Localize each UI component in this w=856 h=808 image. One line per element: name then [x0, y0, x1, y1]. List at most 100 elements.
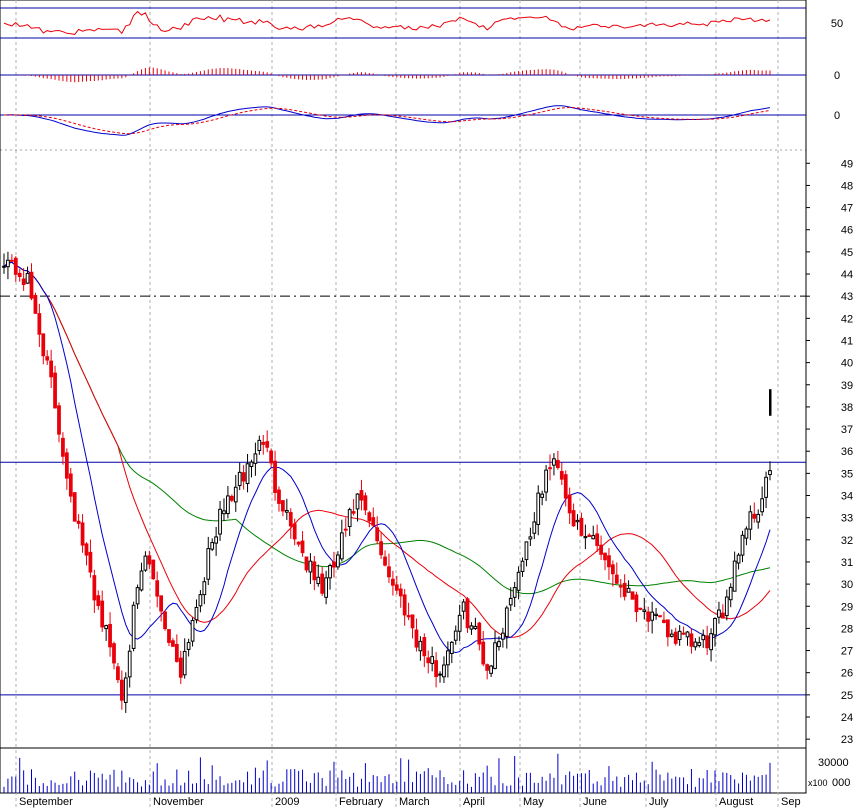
candle-body	[438, 673, 442, 676]
candle-body	[174, 643, 179, 662]
candle-body	[548, 467, 552, 470]
candle-body	[489, 665, 493, 674]
candle-body	[665, 619, 670, 638]
month-label: July	[649, 796, 669, 808]
candle-body	[740, 534, 745, 556]
candle-body	[100, 600, 105, 628]
candle-body	[709, 633, 713, 651]
candle-body	[123, 677, 128, 703]
candle-body	[713, 618, 717, 636]
candle-body	[288, 512, 293, 527]
candle-body	[418, 640, 423, 652]
candle-body	[21, 278, 26, 286]
candle-body	[336, 554, 340, 568]
candle-body	[760, 498, 765, 513]
month-label: August	[719, 796, 753, 808]
candle-body	[567, 494, 572, 514]
plot-frame	[0, 0, 807, 794]
candle-body	[662, 619, 666, 624]
candle-body	[504, 607, 509, 637]
month-label: February	[339, 796, 384, 808]
price-tick-label: 42	[841, 313, 853, 325]
candle-body	[689, 633, 694, 647]
candle-body	[701, 634, 706, 641]
price-tick-label: 47	[841, 203, 853, 215]
candle-body	[748, 511, 753, 530]
candle-body	[163, 611, 167, 630]
candle-body	[614, 574, 619, 584]
candle-body	[752, 513, 757, 519]
candle-body	[139, 570, 144, 591]
candle-body	[497, 641, 501, 648]
candle-body	[449, 641, 454, 654]
candle-body	[481, 641, 486, 665]
candle-body	[151, 559, 156, 580]
candle-body	[473, 625, 478, 629]
candle-body	[587, 534, 592, 538]
candle-body	[76, 520, 81, 524]
candle-body	[222, 510, 226, 515]
candle-body	[328, 564, 332, 579]
candle-body	[658, 615, 662, 618]
candle-body	[84, 543, 89, 556]
candle-body	[493, 642, 497, 669]
candle-body	[269, 450, 273, 464]
price-tick-label: 34	[841, 491, 853, 503]
candle-body	[159, 595, 164, 612]
candle-body	[383, 556, 387, 566]
candle-body	[245, 463, 250, 485]
price-tick-label: 30	[841, 579, 853, 591]
candle-body	[53, 372, 57, 409]
candle-body	[516, 571, 521, 591]
candle-body	[469, 625, 474, 630]
price-tick-label: 43	[841, 291, 853, 303]
candle-body	[728, 586, 733, 601]
price-tick-label: 48	[841, 180, 853, 192]
candle-body	[92, 575, 97, 601]
candle-body	[343, 528, 348, 531]
macd-zero-label: 0	[834, 110, 840, 122]
candle-body	[226, 495, 230, 515]
candle-body	[536, 492, 541, 525]
candle-body	[308, 560, 313, 573]
candle-body	[508, 597, 513, 606]
candle-body	[300, 540, 305, 554]
candle-body	[249, 461, 254, 468]
price-tick-label: 29	[841, 601, 853, 613]
candle-body	[599, 544, 603, 555]
rsi-panel: 50	[0, 7, 843, 39]
candle-body	[261, 441, 266, 445]
candle-body	[402, 594, 407, 616]
candle-body	[717, 609, 721, 618]
price-tick-label: 46	[841, 225, 853, 237]
candle-body	[654, 613, 658, 616]
candle-body	[375, 527, 380, 542]
candle-body	[552, 458, 556, 466]
price-tick-label: 26	[841, 668, 853, 680]
candle-body	[237, 471, 242, 487]
month-label: April	[463, 796, 485, 808]
candle-body	[316, 576, 321, 585]
candle-body	[434, 660, 438, 677]
month-label: May	[523, 796, 544, 808]
candle-body	[6, 259, 10, 268]
candle-body	[563, 474, 568, 499]
candle-body	[630, 591, 635, 600]
candle-body	[68, 473, 73, 497]
candle-body	[359, 490, 364, 501]
candle-body	[736, 554, 741, 564]
candle-body	[673, 631, 678, 644]
candle-body	[768, 470, 772, 476]
candle-body	[744, 528, 749, 539]
price-tick-label: 40	[841, 358, 853, 370]
candle-body	[610, 564, 615, 575]
candle-body	[591, 535, 596, 540]
candle-body	[320, 573, 325, 594]
candle-body	[583, 536, 588, 539]
price-tick-label: 45	[841, 247, 853, 259]
candle-body	[371, 517, 376, 526]
candle-body	[104, 625, 109, 630]
candle-body	[571, 510, 576, 527]
candle-body	[453, 630, 458, 641]
candle-body	[379, 541, 383, 556]
